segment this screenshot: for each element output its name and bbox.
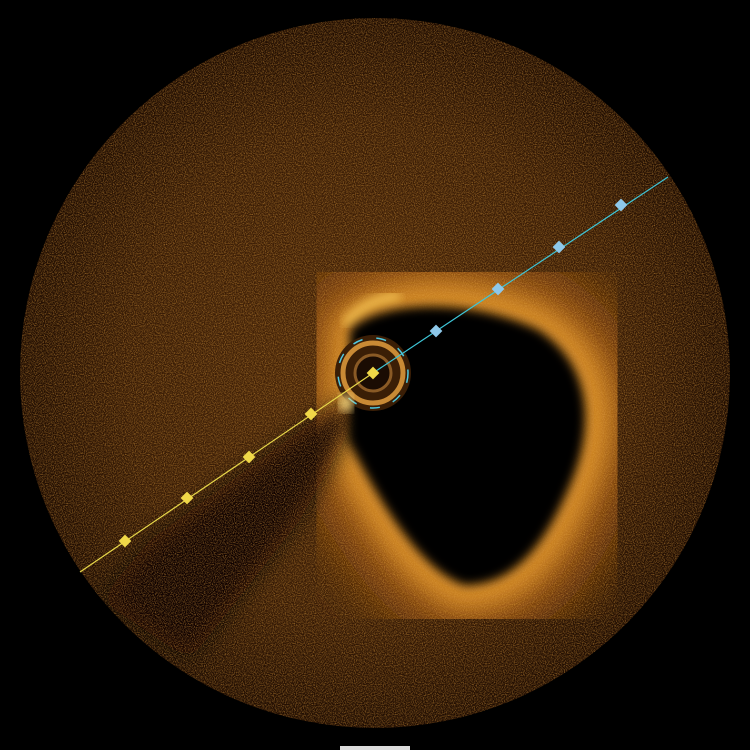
marker: [180, 491, 194, 505]
marker: [429, 324, 443, 338]
marker: [304, 407, 318, 421]
measure-line-cyan: [372, 176, 669, 374]
marker: [366, 366, 380, 380]
catheter-ring: [340, 340, 406, 406]
marker: [491, 282, 505, 296]
marker: [242, 450, 256, 464]
guidewire: [339, 394, 353, 412]
catheter-outline: [337, 337, 409, 409]
scale-bar: [340, 746, 410, 750]
